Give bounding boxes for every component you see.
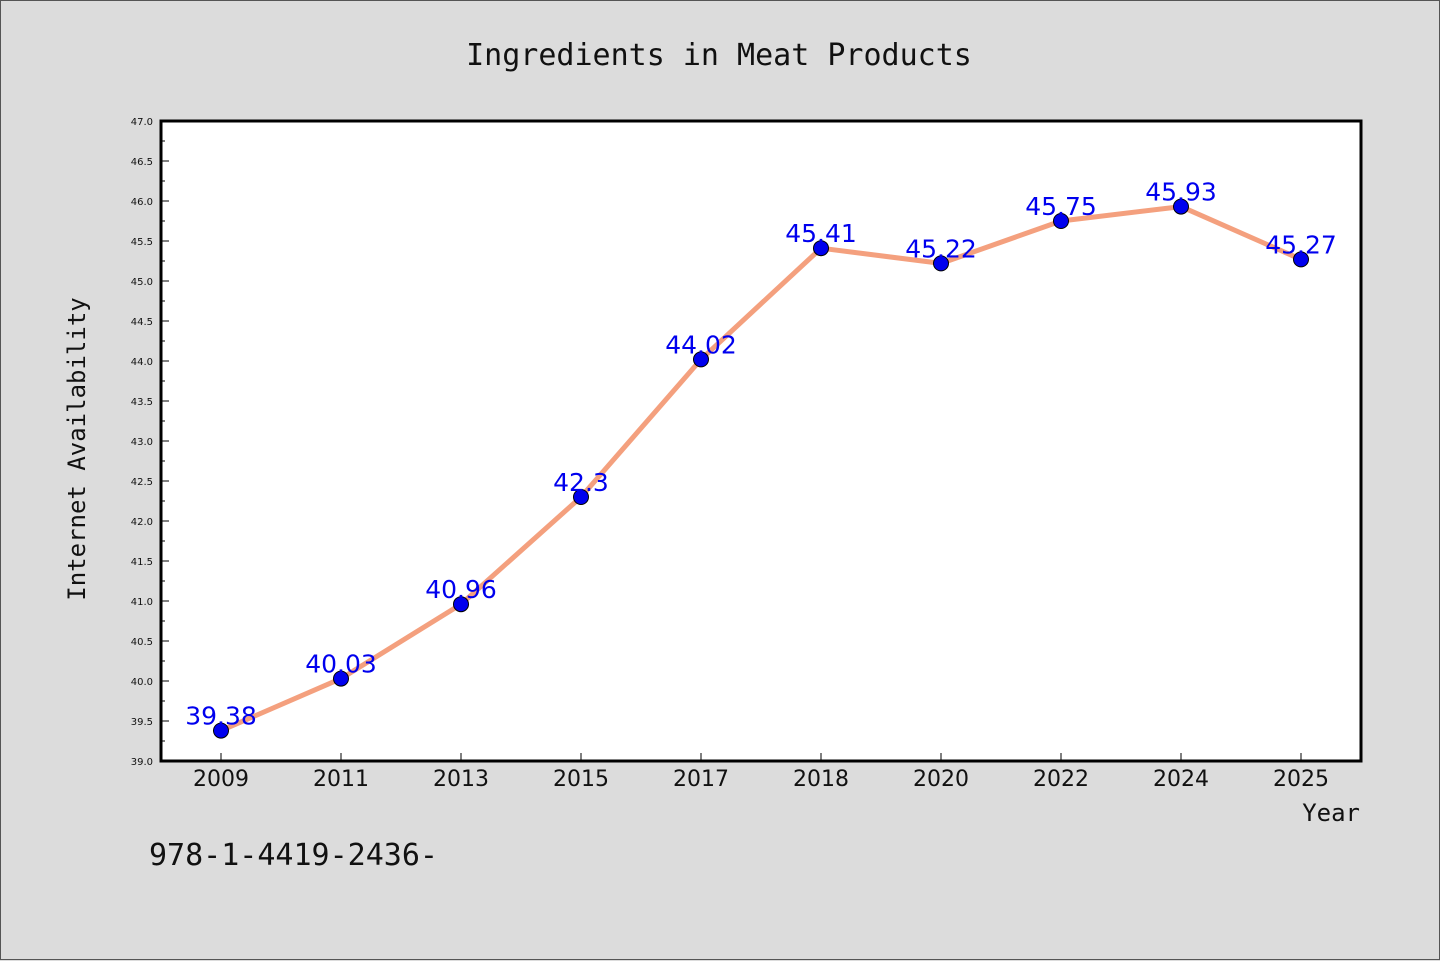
y-tick-label: 41.0 (131, 597, 153, 608)
data-point (1173, 198, 1189, 215)
y-tick-label: 46.5 (131, 157, 153, 168)
y-tick-label: 45.5 (131, 237, 153, 248)
y-tick-label: 42.0 (131, 517, 153, 528)
y-tick-label: 47.0 (131, 117, 153, 128)
x-axis: 2009 2011 2013 2015 2017 2018 2020 2022 2024 2025 (193, 753, 1329, 792)
x-axis-label: Year (1302, 799, 1360, 827)
data-label: 45.41 (785, 219, 857, 248)
y-tick-label: 41.5 (131, 557, 153, 568)
data-point (1293, 251, 1309, 268)
data-point (213, 722, 229, 739)
y-tick-label: 43.5 (131, 397, 153, 408)
y-tick-label: 45.0 (131, 277, 153, 288)
series-group: 39.38 40.03 40.96 42.3 44.02 45.41 45.22 45.75 4… (185, 178, 1337, 739)
data-label: 45.22 (905, 234, 977, 263)
data-label: 40.03 (305, 650, 377, 679)
y-tick-label: 44.5 (131, 317, 153, 328)
x-tick-label: 2011 (313, 767, 369, 792)
x-tick-label: 2024 (1153, 767, 1209, 792)
y-axis-label: Internet Availability (63, 297, 91, 600)
chart-title: Ingredients in Meat Products (466, 38, 972, 73)
data-label: 45.27 (1265, 230, 1337, 259)
y-axis: 39.0 39.5 40.0 40.5 41.0 41.5 42.0 42.5 43.0 43.5… (131, 117, 169, 768)
data-label: 45.75 (1025, 192, 1097, 221)
x-tick-label: 2020 (913, 767, 969, 792)
x-tick-label: 2013 (433, 767, 489, 792)
data-point (933, 255, 949, 272)
data-label: 40.96 (425, 575, 497, 604)
data-point (573, 489, 589, 505)
y-tick-label: 39.0 (131, 757, 153, 768)
data-point (333, 670, 349, 687)
x-tick-label: 2025 (1273, 767, 1329, 792)
data-label: 44.02 (665, 330, 737, 359)
data-label: 45.93 (1145, 178, 1217, 207)
y-tick-label: 40.0 (131, 677, 153, 688)
y-tick-label: 44.0 (131, 357, 153, 368)
x-tick-label: 2015 (553, 767, 609, 792)
data-point (693, 351, 709, 368)
x-tick-label: 2009 (193, 767, 249, 792)
y-tick-label: 39.5 (131, 717, 153, 728)
data-point (813, 240, 829, 257)
plot-area (159, 119, 1363, 763)
x-tick-label: 2017 (673, 767, 729, 792)
data-label: 42.3 (553, 468, 609, 497)
data-point (453, 596, 469, 613)
data-label: 39.38 (185, 702, 257, 731)
isbn-text: 978-1-4419-2436- (149, 838, 438, 873)
series-line (218, 204, 1304, 734)
y-tick-label: 42.5 (131, 477, 153, 488)
y-tick-label: 43.0 (131, 437, 153, 448)
x-tick-label: 2018 (793, 767, 849, 792)
y-tick-label: 40.5 (131, 637, 153, 648)
y-tick-label: 46.0 (131, 197, 153, 208)
data-point (1053, 213, 1069, 229)
x-tick-label: 2022 (1033, 767, 1089, 792)
